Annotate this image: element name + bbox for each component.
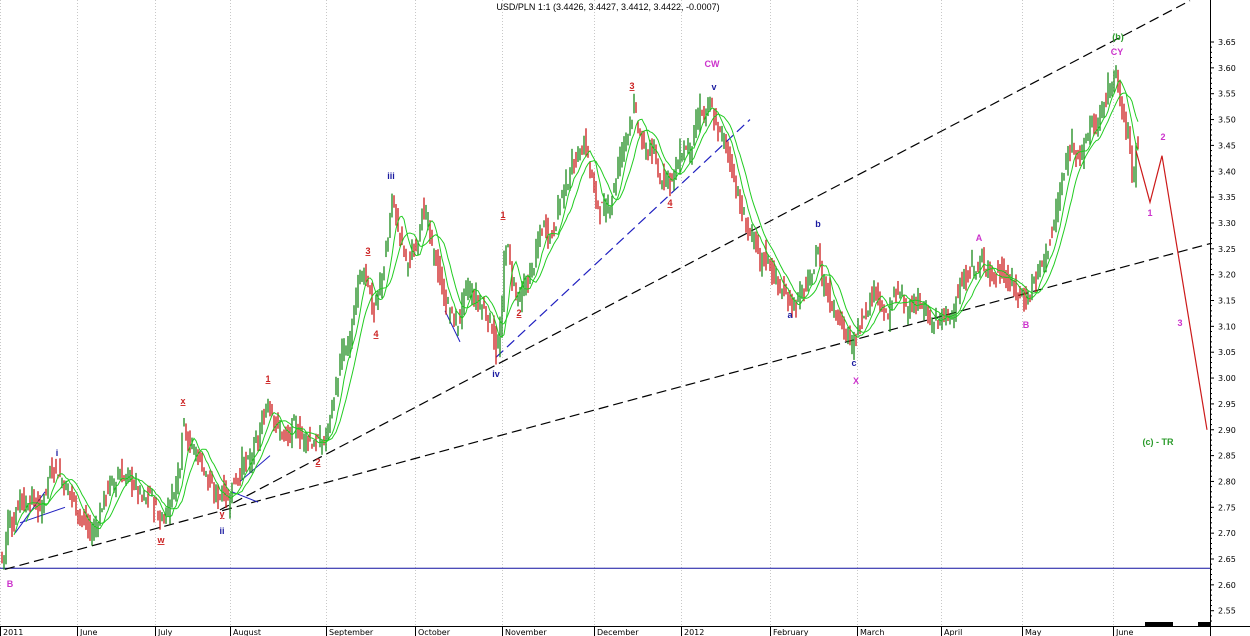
- y-tick-label: 3.40: [1218, 167, 1236, 176]
- x-tick-label: April: [944, 628, 962, 636]
- wave-label: 2: [1160, 132, 1165, 142]
- y-tick-label: 3.30: [1218, 219, 1236, 228]
- wave-label: (c) - TR: [1143, 437, 1174, 447]
- wave-label: ii: [219, 526, 224, 536]
- y-tick-label: 3.25: [1218, 245, 1236, 254]
- wave-label: iii: [387, 171, 395, 181]
- x-tick-label: July: [157, 628, 173, 636]
- y-tick-label: 3.65: [1218, 38, 1236, 47]
- price-bars: [1, 65, 1139, 570]
- x-tick-label: 2012: [684, 628, 704, 636]
- trend-line-steep: [219, 0, 1191, 511]
- x-tick-label: November: [505, 628, 547, 636]
- x-tick-label: August: [233, 628, 261, 636]
- wave-label: B: [7, 579, 14, 589]
- y-tick-label: 2.55: [1218, 607, 1236, 616]
- x-tick-label: December: [597, 628, 639, 636]
- x-tick-label: June: [79, 628, 98, 636]
- y-tick-label: 3.05: [1218, 348, 1236, 357]
- wave-label: CW: [705, 59, 720, 69]
- y-tick-label: 3.50: [1218, 116, 1236, 125]
- y-tick-label: 2.90: [1218, 426, 1236, 435]
- wave-label: 2: [315, 457, 320, 467]
- chart-title: USD/PLN 1:1 (3.4426, 3.4427, 3.4412, 3.4…: [496, 2, 719, 12]
- x-tick-label: June: [1115, 628, 1134, 636]
- x-tick-label: May: [1025, 628, 1042, 636]
- wave-label: 3: [629, 81, 634, 91]
- y-tick-label: 3.60: [1218, 64, 1236, 73]
- y-tick-label: 2.80: [1218, 477, 1236, 486]
- y-tick-label: 3.15: [1218, 297, 1236, 306]
- y-tick-label: 2.95: [1218, 400, 1236, 409]
- y-tick-label: 3.55: [1218, 90, 1236, 99]
- y-tick-label: 3.35: [1218, 193, 1236, 202]
- wave-label: a: [787, 310, 793, 320]
- y-tick-label: 2.65: [1218, 555, 1236, 564]
- moving-average-line: [25, 92, 1139, 525]
- wave-label: w: [156, 535, 165, 545]
- channel-segment: [444, 310, 461, 343]
- wave-label: x: [180, 396, 185, 406]
- wave-label: c: [851, 358, 856, 368]
- axis-marker: [1198, 622, 1210, 626]
- wave-label: b: [815, 219, 821, 229]
- wave-label: 1: [500, 210, 505, 220]
- projection-path: [1135, 150, 1208, 430]
- wave-label: y: [219, 509, 224, 519]
- x-axis: 2011 June July August September October Novemb…: [0, 622, 1210, 636]
- wave-label: CY: [1111, 47, 1124, 57]
- projection-line: [1135, 150, 1208, 430]
- wave-label: 4: [373, 329, 378, 339]
- y-tick-label: 3.10: [1218, 322, 1236, 331]
- trend-line-long: [4, 243, 1211, 570]
- wave-label: A: [976, 233, 983, 243]
- wave-label: 1: [1147, 208, 1152, 218]
- x-tick-label: February: [773, 628, 809, 636]
- wave-labels: Bi w x ii y 1 2 3 4 iii iv 1 2 3 4 CW v b a cX A B (b) CY 2 1 3 (c)…: [7, 32, 1183, 589]
- moving-average-line: [13, 79, 1139, 536]
- y-axis: 2.55 2.60 2.65 2.70 2.75 2.80 2.85 2.90 2.95 3.00…: [1210, 38, 1236, 622]
- trend-line-blue: [495, 119, 751, 358]
- x-tick-label: March: [860, 628, 884, 636]
- y-tick-label: 2.85: [1218, 452, 1236, 461]
- y-tick-label: 3.20: [1218, 271, 1236, 280]
- y-tick-label: 2.70: [1218, 529, 1236, 538]
- wave-label: 3: [1177, 318, 1182, 328]
- wave-label: 3: [365, 246, 370, 256]
- y-tick-label: 2.60: [1218, 581, 1236, 590]
- trend-lines: [0, 0, 1211, 570]
- wave-label: i: [56, 448, 59, 458]
- x-tick-label: October: [418, 628, 451, 636]
- x-tick-label: 2011: [3, 628, 23, 636]
- wave-label: X: [853, 376, 859, 386]
- wave-label: (b): [1112, 32, 1124, 42]
- wave-label: B: [1023, 320, 1030, 330]
- y-tick-label: 2.75: [1218, 503, 1236, 512]
- wave-label: 4: [667, 198, 672, 208]
- wave-label: 1: [265, 374, 270, 384]
- y-tick-label: 3.00: [1218, 374, 1236, 383]
- y-tick-label: 3.45: [1218, 141, 1236, 150]
- wave-label: iv: [492, 369, 500, 379]
- x-tick-label: September: [329, 628, 374, 636]
- wave-label: v: [711, 82, 716, 92]
- moving-averages: [13, 79, 1139, 536]
- wave-label: 2: [516, 308, 521, 318]
- axis-marker: [1145, 622, 1173, 626]
